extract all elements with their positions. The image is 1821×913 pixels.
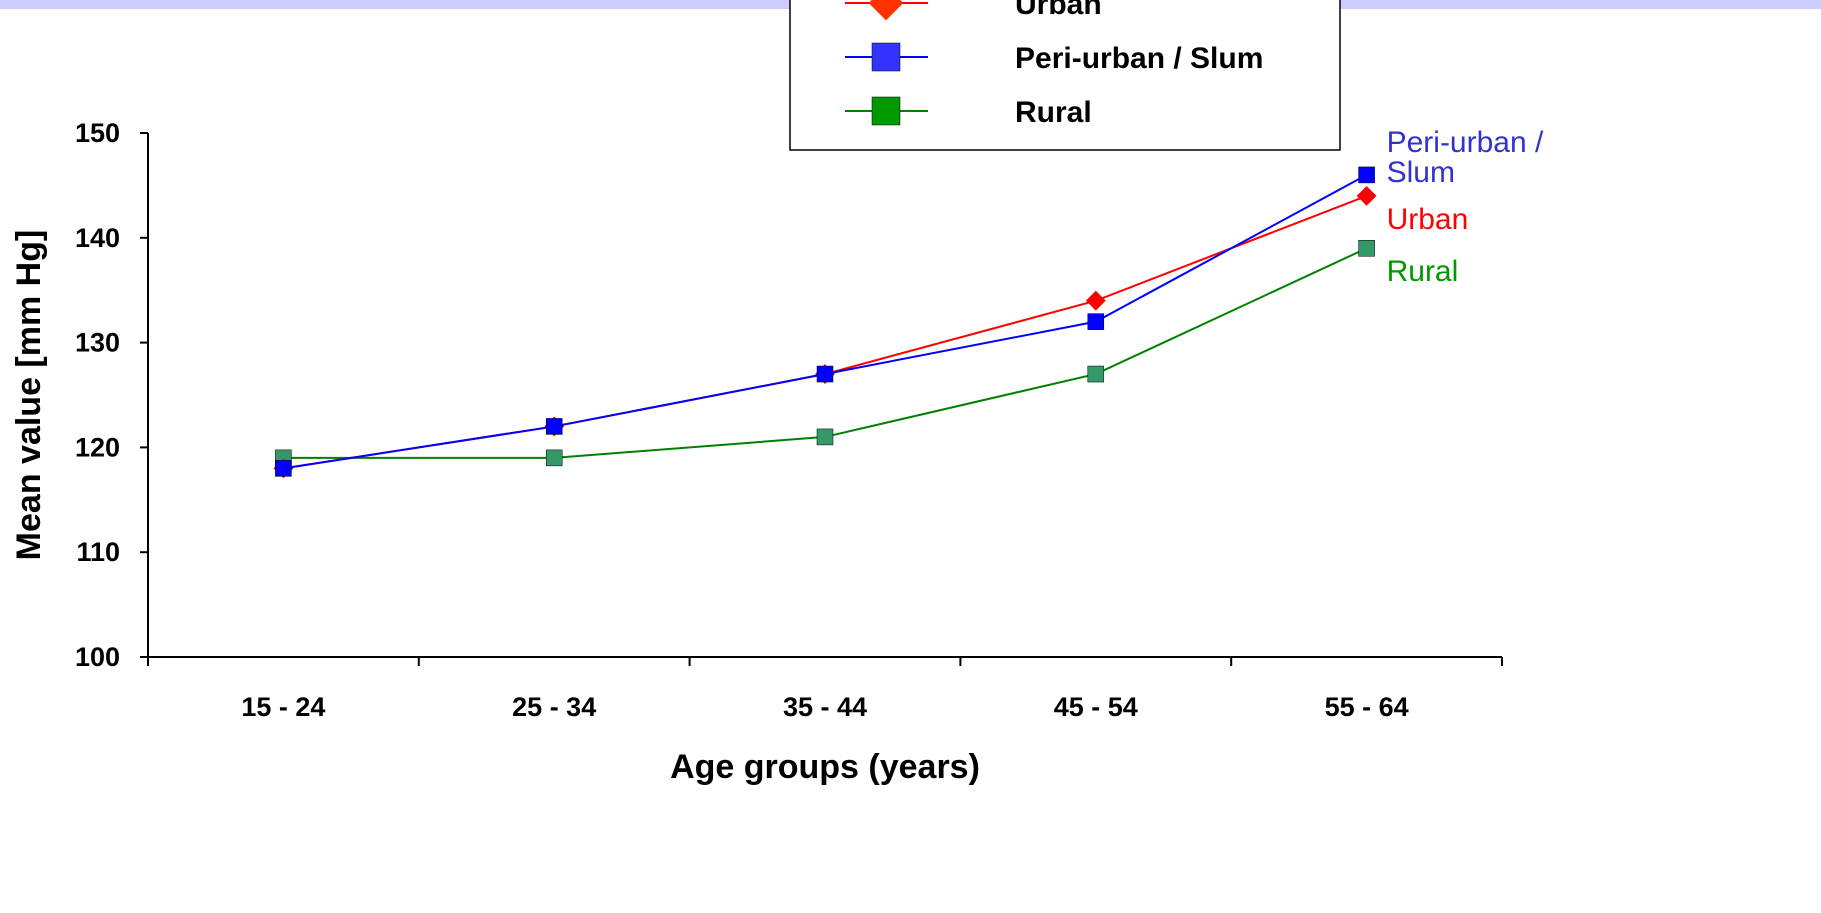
legend-urban-marker	[868, 0, 904, 21]
rural-data-point	[545, 449, 563, 467]
x-tick-label: 25 - 34	[512, 692, 596, 722]
peri-urban-slum-series-line	[283, 174, 1368, 470]
x-tick-label: 55 - 64	[1325, 692, 1409, 722]
legend-peri-urban-slum-label: Peri-urban / Slum	[1015, 42, 1263, 75]
y-axis-ticks: 100 110 120 130 140 150	[75, 118, 148, 672]
urban-data-point	[1085, 290, 1106, 311]
urban-data-point	[1356, 185, 1377, 206]
y-tick-label: 150	[75, 118, 120, 148]
y-tick-label: 130	[75, 328, 120, 358]
peri-urban-slum-data-point	[545, 418, 563, 435]
legend: Urban Peri-urban / Slum Rural	[789, 0, 1341, 151]
peri-urban-slum-data-point	[275, 460, 292, 477]
x-tick-label: 35 - 44	[783, 692, 867, 722]
legend-peri-urban-slum-marker	[871, 42, 901, 72]
urban-series-line	[283, 194, 1367, 470]
y-tick-label: 110	[76, 537, 120, 567]
rural-data-point	[816, 428, 834, 446]
series-layer	[273, 166, 1377, 479]
legend-rural-label: Rural	[1015, 96, 1092, 129]
y-axis-title: Mean value [mm Hg]	[10, 230, 48, 561]
x-axis-title: Age groups (years)	[670, 748, 980, 786]
rural-end-label: Rural	[1387, 255, 1459, 288]
y-tick-label: 140	[75, 223, 120, 253]
peri-urban-slum-data-point	[1087, 313, 1105, 330]
rural-data-point	[1087, 365, 1105, 383]
x-tick-label: 45 - 54	[1054, 692, 1138, 722]
rural-data-point	[1358, 240, 1375, 257]
peri-urban-slum-data-point	[816, 365, 834, 383]
peri-urban-slum-end-label: Slum	[1387, 156, 1455, 189]
x-axis-ticks: 15 - 24 25 - 34 35 - 44 45 - 54 55 - 64	[147, 657, 1503, 722]
y-tick-label: 100	[75, 642, 120, 672]
rural-series-line	[283, 247, 1368, 459]
y-tick-label: 120	[75, 432, 120, 462]
peri-urban-slum-data-point	[1358, 166, 1375, 184]
series-end-labels: Peri-urban /Slum Urban Rural	[1387, 126, 1544, 288]
x-tick-label: 15 - 24	[241, 692, 325, 722]
legend-urban-label: Urban	[1015, 0, 1102, 21]
legend-rural-marker	[871, 96, 901, 126]
peri-urban-slum-end-label: Peri-urban /	[1387, 126, 1544, 159]
urban-end-label: Urban	[1387, 203, 1469, 236]
